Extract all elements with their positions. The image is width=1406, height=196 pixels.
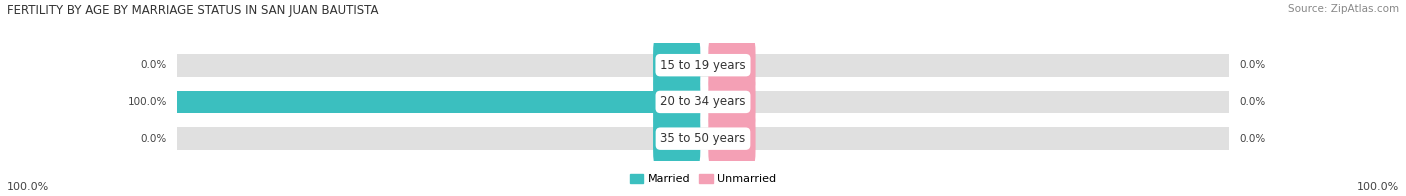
Text: 15 to 19 years: 15 to 19 years xyxy=(661,59,745,72)
FancyBboxPatch shape xyxy=(709,37,755,93)
Text: 0.0%: 0.0% xyxy=(1239,60,1265,70)
Text: 0.0%: 0.0% xyxy=(141,134,167,144)
Text: FERTILITY BY AGE BY MARRIAGE STATUS IN SAN JUAN BAUTISTA: FERTILITY BY AGE BY MARRIAGE STATUS IN S… xyxy=(7,4,378,17)
Bar xyxy=(177,91,703,113)
Text: 100.0%: 100.0% xyxy=(7,182,49,192)
Text: 35 to 50 years: 35 to 50 years xyxy=(661,132,745,145)
FancyBboxPatch shape xyxy=(652,74,700,130)
FancyBboxPatch shape xyxy=(652,111,700,167)
Text: 100.0%: 100.0% xyxy=(1357,182,1399,192)
FancyBboxPatch shape xyxy=(709,111,755,167)
Bar xyxy=(703,54,1229,77)
Text: 0.0%: 0.0% xyxy=(1239,134,1265,144)
Text: 0.0%: 0.0% xyxy=(1239,97,1265,107)
Legend: Married, Unmarried: Married, Unmarried xyxy=(626,169,780,189)
Bar xyxy=(177,54,703,77)
Bar xyxy=(703,91,1229,113)
FancyBboxPatch shape xyxy=(652,37,700,93)
Text: 100.0%: 100.0% xyxy=(128,97,167,107)
Text: Source: ZipAtlas.com: Source: ZipAtlas.com xyxy=(1288,4,1399,14)
Bar xyxy=(177,91,703,113)
Text: 0.0%: 0.0% xyxy=(141,60,167,70)
Bar xyxy=(703,127,1229,150)
Bar xyxy=(177,127,703,150)
Text: 20 to 34 years: 20 to 34 years xyxy=(661,95,745,108)
FancyBboxPatch shape xyxy=(709,74,755,130)
